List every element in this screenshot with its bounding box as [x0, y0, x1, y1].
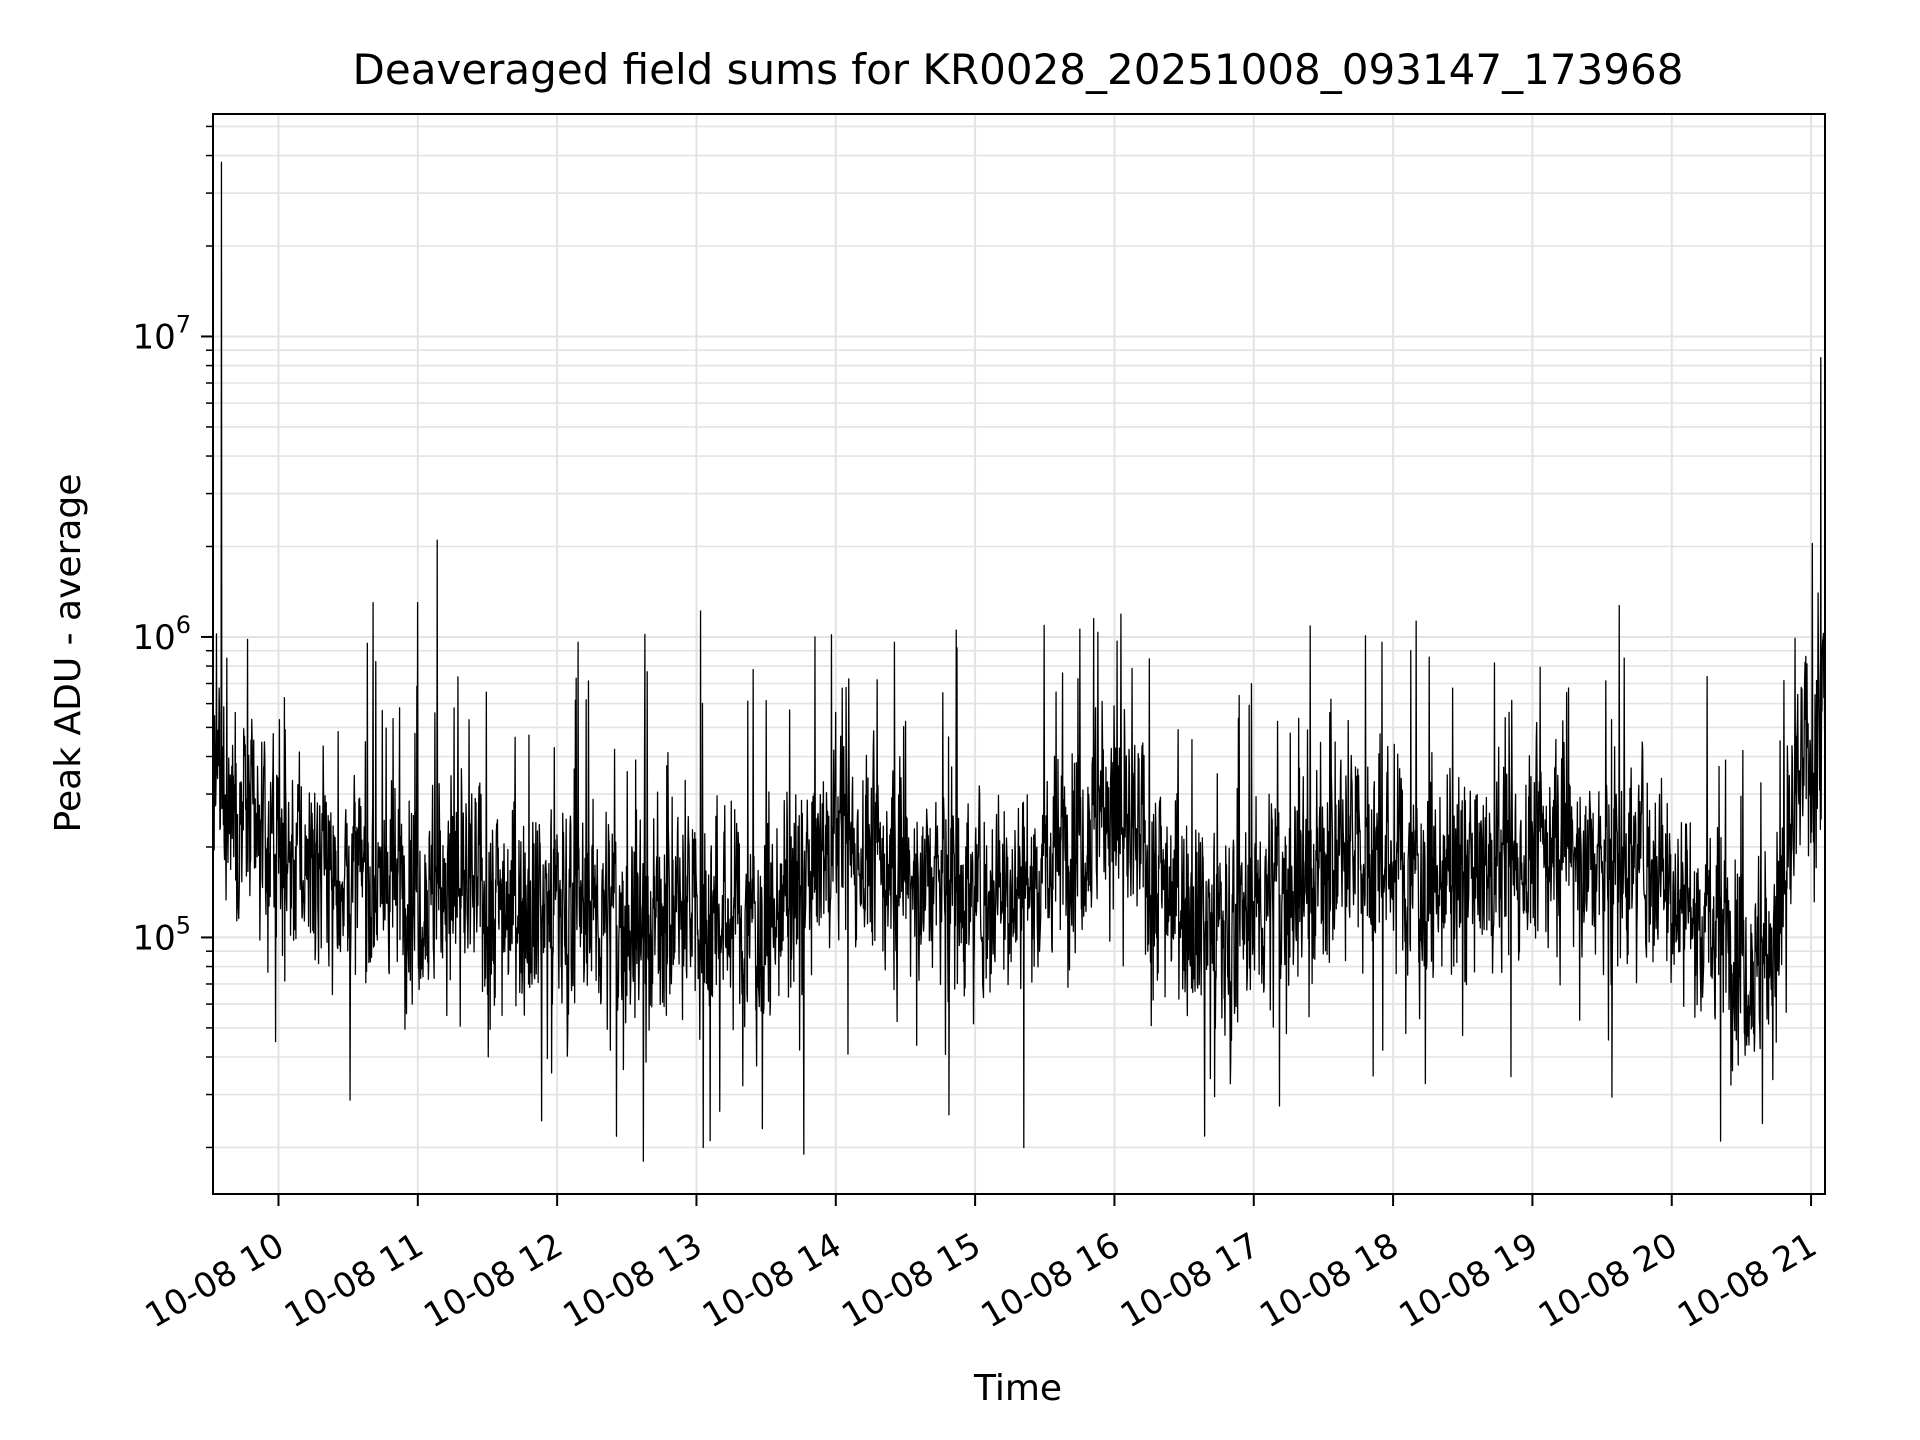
plot-frame [212, 113, 1826, 1195]
y-tick-exponent: 5 [176, 911, 191, 939]
series-group [212, 161, 1826, 1162]
y-tick-base: 10 [132, 918, 175, 958]
y-tick-label: 105 [132, 911, 191, 958]
y-tick-label: 106 [132, 611, 191, 658]
y-tick-label: 107 [132, 310, 191, 357]
y-axis-label: Peak ADU - average [48, 474, 89, 833]
chart-title: Deaveraged field sums for KR0028_2025100… [353, 45, 1684, 94]
y-tick-exponent: 7 [176, 310, 191, 338]
y-tick-base: 10 [132, 618, 175, 658]
y-tick-base: 10 [132, 317, 175, 357]
y-tick-exponent: 6 [176, 611, 191, 639]
series-line [212, 161, 1826, 1162]
x-axis-label: Time [973, 1368, 1062, 1409]
